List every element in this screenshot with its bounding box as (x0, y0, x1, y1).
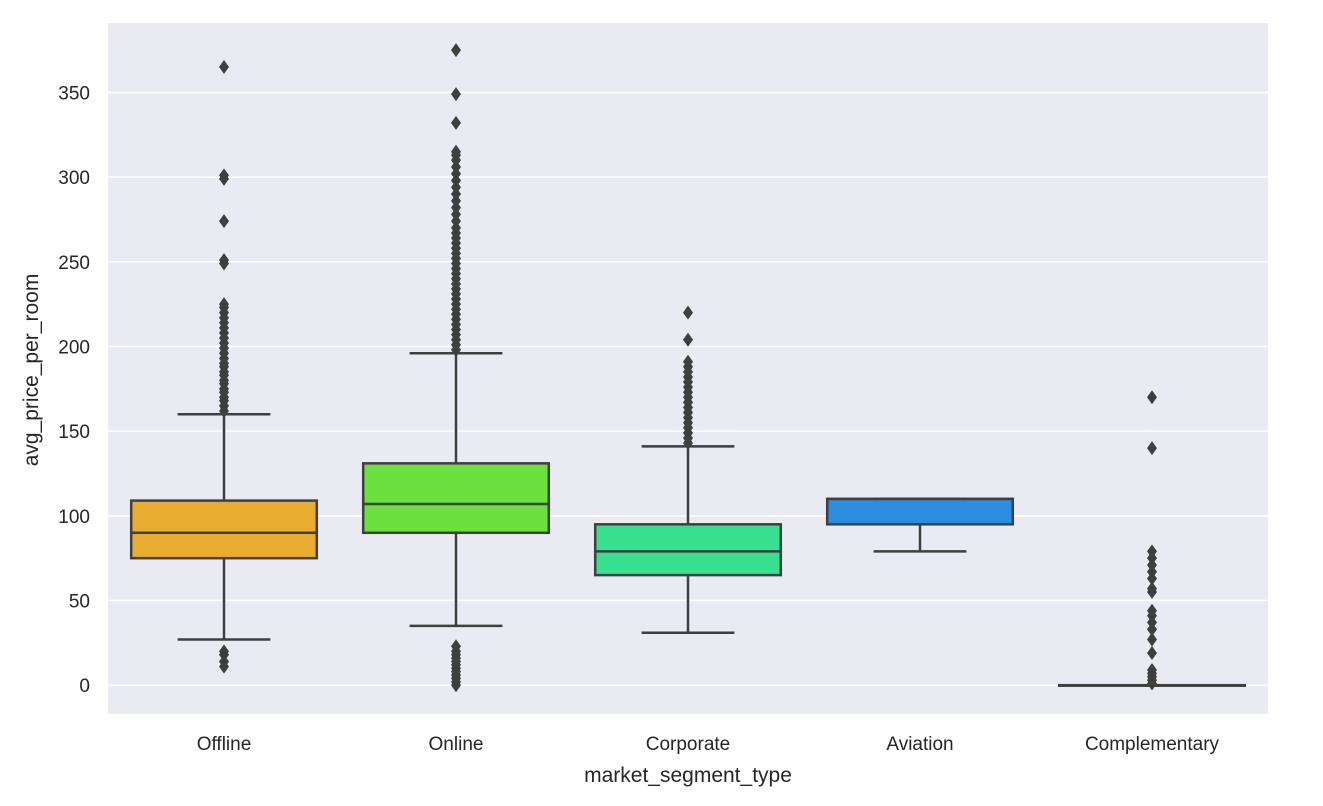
outlier-point (451, 639, 461, 654)
outlier-point (1147, 662, 1157, 677)
outlier-point (219, 644, 229, 659)
x-tick-labels: Offline Online Corporate Aviation Complement… (197, 734, 1220, 755)
outlier-point (1147, 390, 1157, 405)
y-axis-label: avg_price_per_room (20, 274, 43, 467)
outlier-point (451, 144, 461, 159)
outlier-point (219, 253, 229, 268)
outlier-point (1147, 632, 1157, 647)
outlier-point (1147, 646, 1157, 661)
iqr-box (129, 499, 319, 560)
y-tick-label: 0 (79, 676, 90, 697)
y-tick-label: 50 (69, 592, 90, 613)
outlier-point (1147, 544, 1157, 559)
iqr-box (825, 497, 1015, 526)
x-tick-label: Offline (197, 734, 252, 755)
outlier-point (1147, 441, 1157, 456)
y-tick-label: 200 (58, 337, 90, 358)
x-tick-label: Online (429, 734, 484, 755)
x-tick-label: Complementary (1085, 734, 1220, 755)
outlier-point (683, 332, 693, 347)
box-group-offline (129, 60, 319, 674)
box-group-online (361, 43, 551, 693)
outlier-point (1147, 581, 1157, 596)
outlier-point (219, 168, 229, 183)
outlier-point (683, 305, 693, 320)
y-tick-label: 150 (58, 422, 90, 443)
outlier-point (219, 214, 229, 229)
outlier-point (451, 43, 461, 58)
outlier-point (683, 354, 693, 369)
x-axis-label: market_segment_type (584, 764, 792, 787)
y-tick-label: 100 (58, 507, 90, 528)
box-group-aviation (825, 497, 1015, 553)
y-tick-label: 250 (58, 253, 90, 274)
outlier-point (219, 60, 229, 75)
outlier-point (1147, 603, 1157, 618)
y-tick-labels: 0 50 100 150 200 250 300 350 (58, 83, 90, 697)
outlier-point (451, 115, 461, 130)
box-group-corporate (593, 305, 783, 634)
outlier-point (451, 87, 461, 102)
box-group-complementary (1057, 390, 1247, 691)
x-tick-label: Aviation (886, 734, 953, 755)
y-tick-label: 300 (58, 168, 90, 189)
y-tick-label: 350 (58, 83, 90, 104)
boxes (129, 43, 1247, 693)
iqr-box (593, 523, 783, 577)
iqr-box (361, 462, 551, 535)
x-tick-label: Corporate (646, 734, 731, 755)
outlier-point (219, 297, 229, 312)
